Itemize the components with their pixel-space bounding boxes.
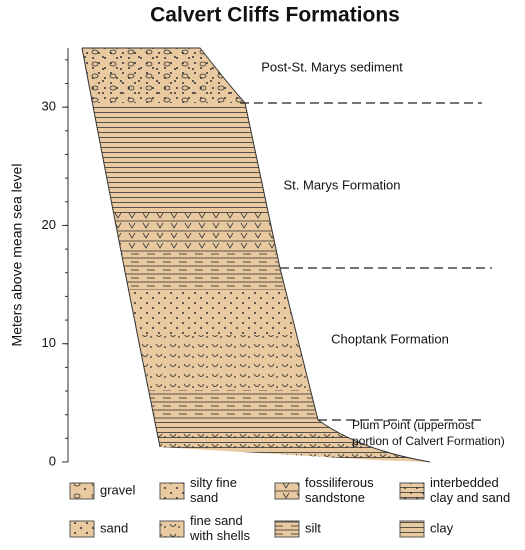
legend-item: clay <box>399 520 454 538</box>
legend-label: sand <box>100 520 128 535</box>
rock-column <box>82 48 430 462</box>
formation-label: Choptank Formation <box>331 331 449 346</box>
legend-label: with shells <box>189 528 250 543</box>
legend-pattern <box>275 521 299 537</box>
legend-pattern <box>70 483 94 499</box>
y-tick-label: 10 <box>42 335 56 350</box>
legend-pattern <box>160 521 184 537</box>
legend-label: clay and sand <box>430 490 510 505</box>
legend-label: clay <box>430 520 454 535</box>
legend-label: gravel <box>100 482 136 497</box>
y-tick-label: 20 <box>42 217 56 232</box>
legend-label: interbedded <box>430 475 499 490</box>
formation-label: Post-St. Marys sediment <box>261 59 403 74</box>
formation-label: St. Marys Formation <box>283 177 400 192</box>
legend-pattern <box>400 483 424 499</box>
axis-label: Meters above mean sea level <box>9 164 25 347</box>
y-tick-label: 30 <box>42 99 56 114</box>
legend-label: silty fine <box>190 475 237 490</box>
title: Calvert Cliffs Formations <box>150 4 400 27</box>
boundaries <box>240 102 492 421</box>
legend-label: fine sand <box>190 513 243 528</box>
legend-label: fossiliferous <box>305 475 374 490</box>
legend-label: silt <box>305 520 321 535</box>
legend-pattern <box>275 483 299 499</box>
legend-pattern <box>160 483 184 499</box>
legend-item: silt <box>274 520 321 538</box>
formation-label: Plum Point (uppermost <box>352 418 475 432</box>
formation-label: portion of Calvert Formation) <box>352 434 505 448</box>
legend-pattern <box>70 521 94 537</box>
legend-label: sand <box>190 490 218 505</box>
y-tick-label: 0 <box>49 453 56 468</box>
legend-label: sandstone <box>305 490 365 505</box>
legend-item: gravel <box>69 482 136 500</box>
legend-item: sand <box>69 520 128 538</box>
legend-pattern <box>400 521 424 537</box>
